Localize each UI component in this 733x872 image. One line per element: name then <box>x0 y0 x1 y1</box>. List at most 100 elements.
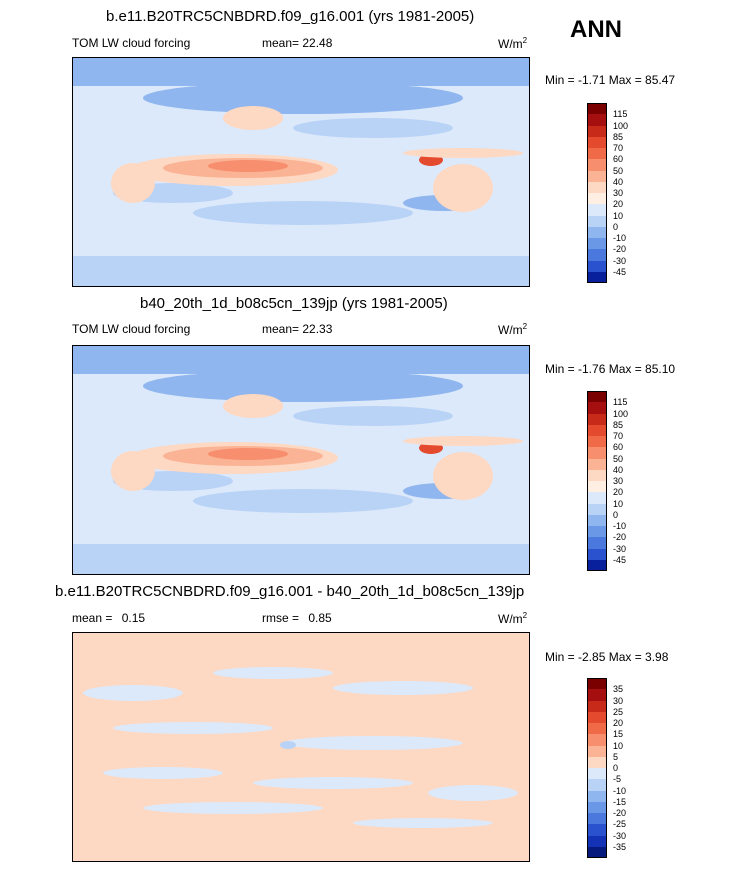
colorbar-swatch <box>587 125 607 137</box>
panel3-minmax: Min = -2.85 Max = 3.98 <box>545 650 669 664</box>
colorbar-swatch <box>587 170 607 182</box>
colorbar-swatch <box>587 249 607 261</box>
colorbar-tick-label: 85 <box>613 131 624 142</box>
colorbar-tick-label: 60 <box>613 442 624 453</box>
colorbar-swatch <box>587 447 607 459</box>
colorbar-tick-label: 5 <box>613 751 619 762</box>
panel2-minmax: Min = -1.76 Max = 85.10 <box>545 362 676 376</box>
panel1-mean-value: 22.48 <box>302 36 333 50</box>
colorbar-swatch <box>587 559 607 571</box>
colorbar-tick-label: 0 <box>613 509 619 520</box>
colorbar-swatch <box>587 813 607 825</box>
panel3-title: b.e11.B20TRC5CNBDRD.f09_g16.001 - b40_20… <box>55 583 525 600</box>
colorbar-tick-label: 50 <box>613 165 624 176</box>
colorbar-tick-label: -25 <box>613 819 627 830</box>
colorbar-swatch <box>587 723 607 735</box>
panel3-mean-value: 0.15 <box>121 611 146 625</box>
colorbar-swatch <box>587 181 607 193</box>
colorbar-tick-label: 20 <box>613 718 624 728</box>
colorbar-swatch <box>587 734 607 746</box>
panel1-mean: mean= 22.48 <box>262 36 332 50</box>
panel1-units: W/m2 <box>498 36 528 51</box>
colorbar-tick-label: -30 <box>613 255 627 266</box>
panel3-map <box>72 632 530 862</box>
colorbar-swatch <box>587 193 607 205</box>
colorbar-tick-label: -45 <box>613 266 627 277</box>
panel2-mean-label: mean= <box>262 322 300 336</box>
panel1-variable-label: TOM LW cloud forcing <box>72 36 191 50</box>
panel3-mean: mean = 0.15 <box>72 611 145 625</box>
colorbar-swatch <box>587 756 607 768</box>
colorbar-tick-label: 60 <box>613 154 624 165</box>
panel1-title: b.e11.B20TRC5CNBDRD.f09_g16.001 (yrs 198… <box>106 8 475 25</box>
panel1-colorbar: 115 100 85 70 60 50 40 30 20 10 0 -10 -20 -30 -45 <box>587 103 657 283</box>
panel1-mean-label: mean= <box>262 36 300 50</box>
colorbar-swatch <box>587 204 607 216</box>
panel2-units: W/m2 <box>498 322 528 337</box>
colorbar-tick-label: 40 <box>613 464 624 475</box>
colorbar-tick-label: 70 <box>613 143 624 153</box>
panel1-map <box>72 57 530 287</box>
colorbar-tick-label: 100 <box>613 120 629 131</box>
panel3-rmse-value: 0.85 <box>308 611 332 625</box>
colorbar-swatch <box>587 114 607 126</box>
colorbar-tick-label: 70 <box>613 431 624 441</box>
colorbar-tick-label: 50 <box>613 453 624 464</box>
colorbar-swatch <box>587 526 607 538</box>
panel3-units: W/m2 <box>498 611 528 626</box>
colorbar-tick-label: 85 <box>613 419 624 430</box>
colorbar-swatch <box>587 790 607 802</box>
panel2-mean-value: 22.33 <box>302 322 333 336</box>
colorbar-swatch <box>587 469 607 481</box>
colorbar-swatch <box>587 537 607 549</box>
panel2-colorbar: 115 100 85 70 60 50 40 30 20 10 0 -10 -20 -30 -45 <box>587 391 657 571</box>
colorbar-tick-label: -35 <box>613 841 627 852</box>
colorbar-swatch <box>587 226 607 238</box>
colorbar-swatch <box>587 492 607 504</box>
colorbar-swatch <box>587 103 607 115</box>
colorbar-swatch <box>587 413 607 425</box>
colorbar-tick-label: -15 <box>613 796 627 807</box>
colorbar-tick-label: 100 <box>613 408 629 419</box>
colorbar-tick-label: 115 <box>613 397 628 408</box>
panel1-minmax: Min = -1.71 Max = 85.47 <box>545 73 676 87</box>
colorbar-swatch <box>587 801 607 813</box>
colorbar-tick-label: 30 <box>613 188 624 198</box>
colorbar-swatch <box>587 711 607 723</box>
colorbar-swatch <box>587 215 607 227</box>
panel3-rmse: rmse = 0.85 <box>262 611 332 625</box>
season-label: ANN <box>570 16 622 43</box>
colorbar-swatch <box>587 745 607 757</box>
colorbar-tick-label: -30 <box>613 830 627 841</box>
colorbar-swatch <box>587 436 607 448</box>
colorbar-tick-label: 20 <box>613 199 624 210</box>
colorbar-swatch <box>587 402 607 414</box>
colorbar-tick-label: 20 <box>613 487 624 498</box>
colorbar-tick-label: -10 <box>613 521 627 531</box>
panel2-map <box>72 345 530 575</box>
colorbar-tick-label: 10 <box>613 498 624 509</box>
colorbar-swatch <box>587 481 607 493</box>
colorbar-swatch <box>587 700 607 712</box>
colorbar-tick-label: 0 <box>613 763 619 773</box>
colorbar-swatch <box>587 768 607 780</box>
colorbar-tick-label: 115 <box>613 109 628 120</box>
colorbar-tick-label: -20 <box>613 808 627 818</box>
colorbar-swatch <box>587 824 607 836</box>
colorbar-swatch <box>587 458 607 470</box>
colorbar-tick-label: 35 <box>613 684 624 695</box>
panel1-map-svg <box>73 58 529 286</box>
colorbar-tick-label: -20 <box>613 532 627 543</box>
colorbar-tick-label: 30 <box>613 695 624 706</box>
colorbar-swatch <box>587 779 607 791</box>
colorbar-tick-label: 10 <box>613 210 624 221</box>
colorbar-tick-label: 30 <box>613 476 624 486</box>
colorbar-swatch <box>587 424 607 436</box>
colorbar-swatch <box>587 514 607 526</box>
panel3-map-svg <box>73 633 529 861</box>
colorbar-tick-label: -30 <box>613 543 627 554</box>
colorbar-tick-label: -10 <box>613 785 627 796</box>
colorbar-swatch <box>587 148 607 160</box>
panel2-variable-label: TOM LW cloud forcing <box>72 322 191 336</box>
panel3-colorbar: 35 30 25 20 15 10 5 0 -5 -10 -15 -20 -25 -30 -35 <box>587 678 657 858</box>
